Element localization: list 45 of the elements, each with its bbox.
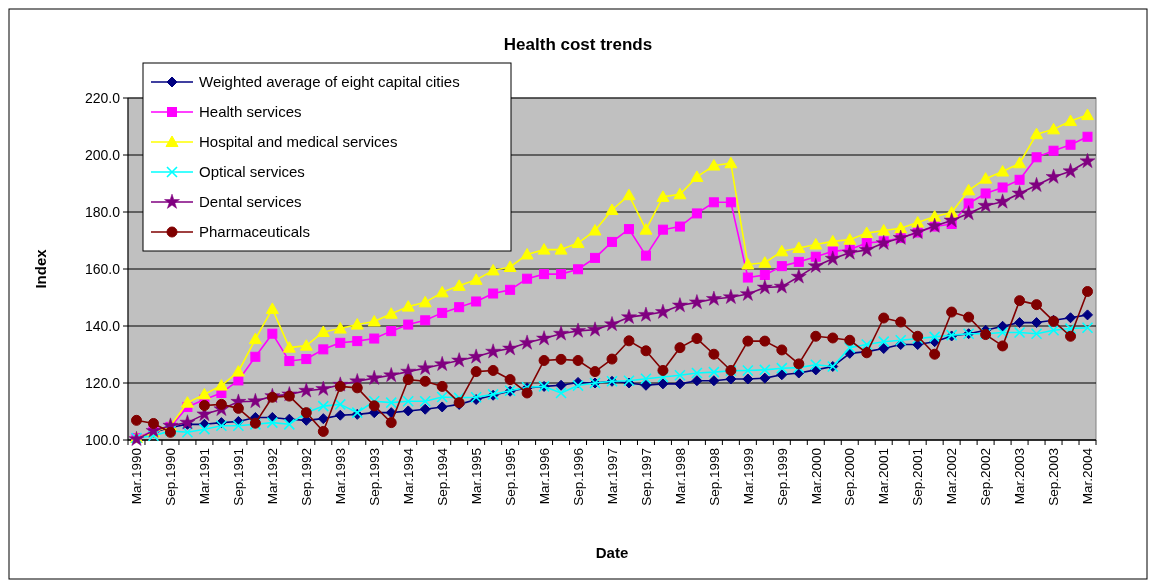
legend-label: Hospital and medical services: [199, 133, 398, 151]
x-tick-label: Sep.2003: [1046, 448, 1062, 506]
x-tick-label: Sep.1999: [774, 448, 790, 506]
x-tick-label: Mar.1994: [400, 447, 416, 505]
x-tick-label: Mar.1998: [672, 448, 688, 505]
x-tick-label: Sep.1995: [502, 448, 518, 506]
x-tick-label: Sep.1998: [706, 448, 722, 506]
y-tick-label: 160.0: [84, 260, 121, 277]
x-tick-label: Sep.1992: [299, 448, 315, 506]
x-tick-label: Mar.2004: [1080, 447, 1096, 505]
legend-label: Optical services: [199, 163, 305, 181]
y-tick-label: 120.0: [84, 374, 121, 391]
x-tick-label: Sep.1996: [570, 448, 586, 506]
x-tick-label: Mar.2002: [944, 448, 960, 505]
x-tick-label: Sep.1991: [231, 448, 247, 506]
y-tick-label: 180.0: [84, 203, 121, 220]
y-tick-label: 200.0: [84, 146, 121, 163]
x-tick-label: Mar.1999: [740, 448, 756, 505]
y-tick-label: 100.0: [84, 431, 121, 448]
x-tick-label: Sep.2001: [910, 448, 926, 506]
x-tick-label: Mar.1996: [536, 448, 552, 505]
y-tick-label: 140.0: [84, 317, 121, 334]
x-tick-label: Mar.2000: [808, 448, 824, 505]
x-tick-label: Mar.1997: [604, 448, 620, 505]
x-tick-label: Mar.1992: [265, 448, 281, 505]
x-tick-label: Mar.1990: [129, 448, 145, 505]
x-tick-label: Sep.1990: [163, 448, 179, 506]
x-tick-label: Mar.1995: [468, 448, 484, 505]
x-tick-label: Mar.2003: [1012, 448, 1028, 505]
y-axis-title: Index: [32, 248, 49, 289]
legend-label: Pharmaceuticals: [199, 223, 310, 241]
legend-label: Dental services: [199, 193, 302, 211]
y-tick-label: 220.0: [84, 89, 121, 106]
legend-label: Health services: [199, 103, 302, 121]
x-tick-label: Sep.1993: [366, 448, 382, 506]
x-tick-label: Mar.2001: [876, 448, 892, 505]
x-tick-label: Mar.1993: [333, 448, 349, 505]
x-axis-title: Date: [595, 544, 629, 561]
x-tick-label: Sep.2002: [978, 448, 994, 506]
x-tick-label: Sep.1994: [434, 447, 450, 506]
x-tick-label: Mar.1991: [197, 448, 213, 505]
legend-label: Weighted average of eight capital cities: [199, 73, 460, 91]
x-tick-label: Sep.2000: [842, 448, 858, 506]
x-tick-label: Sep.1997: [638, 448, 654, 506]
chart-title: Health cost trends: [503, 35, 653, 54]
